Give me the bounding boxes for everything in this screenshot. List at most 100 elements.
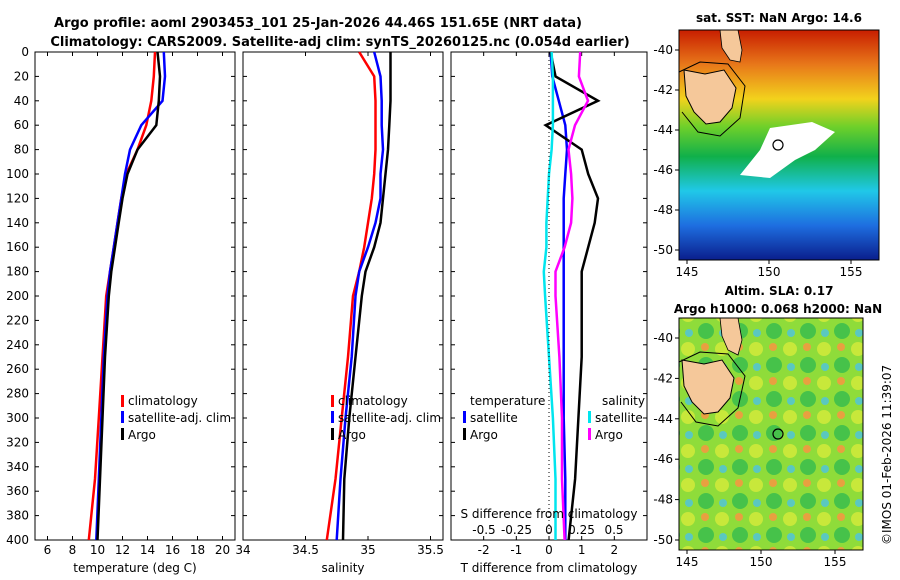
series-line-salinity-satellite: [542, 51, 557, 540]
title-line-2: Climatology: CARS2009. Satellite-adj cli…: [50, 35, 629, 50]
series-line-argo: [96, 51, 162, 541]
depth-tick-label: 200: [6, 289, 29, 303]
x-tick-label: 10: [90, 543, 105, 557]
x-tick-label: 14: [140, 543, 155, 557]
x-tick-label: 6: [44, 543, 52, 557]
shelf-contour: [678, 61, 746, 137]
series-line-climatology: [325, 51, 377, 541]
s-tick-label: -0.5: [472, 523, 495, 537]
x-tick-label: 34.5: [292, 543, 319, 557]
s-difference-label: S difference from climatology: [461, 507, 638, 521]
sla-map: [678, 317, 864, 551]
legend-swatch-climatology: [331, 395, 334, 407]
legend-label-sal-satellite: satellite: [595, 411, 643, 425]
temperature-legend: climatology satellite-adj. clim Argo: [121, 394, 231, 442]
s-tick-label: 0.5: [604, 523, 623, 537]
difference-xlabel: T difference from climatology: [460, 561, 638, 575]
sst-map-frame: [678, 29, 880, 261]
x-tick-label: 35: [360, 543, 375, 557]
lat-tick-label: -40: [653, 43, 673, 57]
temperature-axes-frame: [34, 51, 236, 541]
legend-swatch-argo: [121, 428, 124, 440]
series-line-salinity-argo: [554, 51, 590, 541]
s-tick-label: 0.25: [568, 523, 595, 537]
argo-float-marker: [772, 139, 784, 151]
series-line-argo: [341, 52, 392, 541]
salinity-xlabel: salinity: [321, 561, 364, 575]
salinity-axis-ticks: 34 34.5 35 35.5: [235, 52, 444, 557]
x-tick-label: -2: [478, 543, 490, 557]
legend-label-climatology: climatology: [128, 394, 198, 408]
series-line-satellite-adj-clim: [335, 51, 385, 541]
x-tick-label: 8: [69, 543, 77, 557]
depth-tick-label: 360: [6, 484, 29, 498]
s-tick-label: 0: [545, 523, 553, 537]
x-tick-label: 35.5: [417, 543, 444, 557]
series-line-satellite-adj-clim: [95, 51, 167, 541]
legend-title-temperature: temperature: [470, 394, 545, 408]
lon-tick-label: 145: [676, 555, 699, 569]
lat-tick-label: -44: [653, 412, 673, 426]
legend-swatch-satellite: [121, 411, 124, 423]
depth-tick-label: 60: [14, 118, 29, 132]
depth-tick-label: 100: [6, 167, 29, 181]
x-tick-label: 18: [190, 543, 205, 557]
depth-tick-label: 0: [21, 45, 29, 59]
x-tick-label: 1: [578, 543, 586, 557]
sla-map-frame: [678, 317, 864, 551]
sst-missing-patch: [740, 122, 835, 178]
temperature-axis-ticks: 6 8 10 12 14 16 18 20: [44, 52, 230, 557]
difference-legend: temperature satellite Argo salinity sate…: [463, 394, 645, 442]
depth-tick-label: 120: [6, 191, 29, 205]
depth-tick-label: 380: [6, 509, 29, 523]
legend-swatch-temp-satellite: [463, 411, 466, 423]
difference-series: [542, 51, 601, 541]
lat-tick-label: -48: [653, 493, 673, 507]
legend-swatch-argo: [331, 428, 334, 440]
depth-tick-label: 40: [14, 94, 29, 108]
lat-tick-label: -50: [653, 243, 673, 257]
series-line-temperature-argo: [543, 51, 601, 541]
lon-tick-label: 150: [758, 265, 781, 279]
legend-label-temp-argo: Argo: [470, 428, 498, 442]
x-tick-label: 0: [545, 543, 553, 557]
depth-tick-label: 180: [6, 265, 29, 279]
sst-map: [678, 29, 880, 261]
depth-tick-label: 340: [6, 460, 29, 474]
lat-tick-label: -42: [653, 83, 673, 97]
sla-map-field: [679, 318, 863, 550]
legend-label-temp-satellite: satellite: [470, 411, 518, 425]
difference-axis-ticks: -2 -1 0 1 2 -0.5 -0.25 0 0.25 0.5: [472, 52, 624, 557]
lon-tick-label: 145: [676, 265, 699, 279]
depth-tick-label: 280: [6, 387, 29, 401]
x-tick-label: 2: [611, 543, 619, 557]
x-tick-label: 34: [235, 543, 250, 557]
depth-axis-ticks: 0 20 40 60 80 100 120 140 160 180 200 220 240 260 280 3…: [6, 45, 647, 547]
depth-tick-label: 400: [6, 533, 29, 547]
legend-label-argo: Argo: [338, 428, 366, 442]
depth-tick-label: 140: [6, 216, 29, 230]
lat-tick-label: -50: [653, 533, 673, 547]
salinity-axes-frame: [242, 51, 444, 541]
depth-tick-label: 20: [14, 69, 29, 83]
lat-tick-label: -44: [653, 123, 673, 137]
legend-label-climatology: climatology: [338, 394, 408, 408]
lat-tick-label: -42: [653, 371, 673, 385]
depth-tick-label: 240: [6, 338, 29, 352]
legend-title-salinity: salinity: [602, 394, 645, 408]
imos-credit: ©IMOS 01-Feb-2026 11:39:07: [880, 365, 894, 545]
lat-tick-label: -46: [653, 452, 673, 466]
x-tick-label: -1: [510, 543, 522, 557]
sla-map-title-2: Argo h1000: 0.068 h2000: NaN: [674, 302, 882, 316]
legend-swatch-satellite: [331, 411, 334, 423]
salinity-legend: climatology satellite-adj. clim Argo: [331, 394, 441, 442]
depth-tick-label: 260: [6, 362, 29, 376]
temperature-series: [87, 51, 167, 541]
x-tick-label: 12: [115, 543, 130, 557]
legend-swatch-sal-satellite: [588, 411, 591, 423]
sla-shelf-contour: [678, 351, 746, 427]
x-tick-label: 16: [165, 543, 180, 557]
sla-argo-float-marker: [772, 428, 784, 440]
depth-tick-label: 220: [6, 313, 29, 327]
